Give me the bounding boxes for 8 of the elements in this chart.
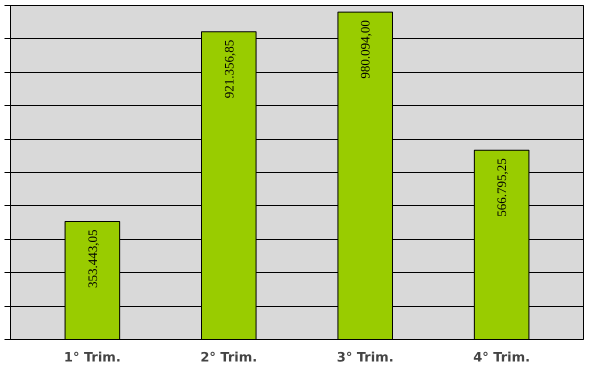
data-label: 566.795,25 bbox=[494, 158, 510, 217]
x-tick-label: 1° Trim. bbox=[64, 350, 121, 366]
x-tick-label: 2° Trim. bbox=[200, 350, 258, 366]
data-label: 921.356,85 bbox=[221, 40, 236, 98]
x-tick-label: 4° Trim. bbox=[473, 350, 530, 366]
data-label: 353.443,05 bbox=[84, 229, 100, 288]
data-label: 980.094,00 bbox=[358, 20, 373, 79]
x-tick-label: 3° Trim. bbox=[336, 350, 394, 366]
